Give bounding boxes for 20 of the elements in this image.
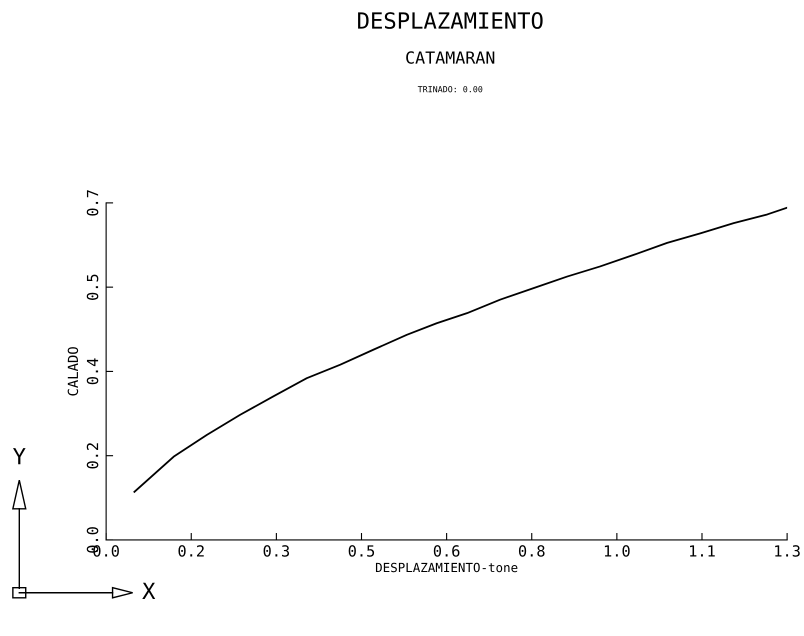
y-tick-label: 0.5 xyxy=(86,274,98,300)
x-tick-label: 0.2 xyxy=(178,545,204,557)
x-axis-title: DESPLAZAMIENTO-tone xyxy=(376,562,518,572)
text: Y xyxy=(13,448,26,464)
y-tick-label: 0.4 xyxy=(86,358,98,384)
x-tick-label: 0.8 xyxy=(518,545,545,557)
x-tick-label: 1.3 xyxy=(775,545,800,557)
y-tick-label: 0.2 xyxy=(86,443,98,468)
x-tick-label: 0.6 xyxy=(434,545,460,557)
text: X xyxy=(142,582,156,599)
x-tick-label: 0.3 xyxy=(264,545,290,557)
x-tick-label: 1.0 xyxy=(604,545,630,557)
x-tick-label: 1.1 xyxy=(690,545,715,557)
x-tick-label: 0.5 xyxy=(348,545,374,557)
line-series xyxy=(134,206,788,493)
chart-title: DESPLAZAMIENTO xyxy=(358,12,543,29)
text: TRINADO: 0.00 xyxy=(418,86,482,92)
y-axis-title: CALADO xyxy=(68,347,78,396)
y-tick-label: 0.7 xyxy=(86,190,98,216)
chart-subtitle: CATAMARAN xyxy=(406,51,494,64)
